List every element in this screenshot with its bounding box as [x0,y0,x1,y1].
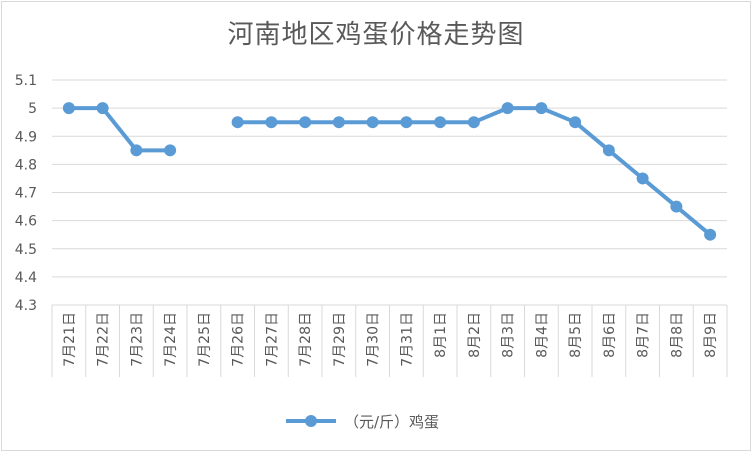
x-tick-label: 8月1日 [433,312,449,358]
data-point [704,228,717,241]
x-tick-label: 7月30日 [366,312,382,367]
data-point [501,102,514,115]
x-tick-label: 8月9日 [703,312,719,358]
y-tick-label: 4.6 [15,214,37,230]
x-tick-label: 7月28日 [298,312,314,367]
y-tick-label: 4.5 [15,242,37,258]
x-tick-label: 7月24日 [163,312,179,367]
x-tick-label: 8月7日 [636,312,652,358]
x-tick-label: 7月29日 [332,312,348,367]
data-point [434,116,447,129]
y-tick-label: 4.9 [15,129,37,145]
data-point [130,144,143,157]
x-tick-label: 7月22日 [96,312,112,367]
data-point [535,102,548,115]
x-tick-label: 7月23日 [129,312,145,367]
data-point [569,116,582,129]
data-point [636,172,649,185]
data-point [332,116,345,129]
y-tick-label: 4.3 [15,298,37,314]
x-tick-label: 8月2日 [467,312,483,358]
data-point [366,116,379,129]
chart-title: 河南地区鸡蛋价格走势图 [227,20,525,50]
x-tick-label: 7月21日 [62,312,78,367]
y-tick-label: 4.7 [15,186,37,202]
y-tick-label: 5.1 [15,73,37,89]
data-point [62,102,75,115]
y-tick-label: 5 [28,101,37,117]
data-point [400,116,413,129]
legend-label: （元/斤）鸡蛋 [344,412,440,431]
x-tick-label: 8月4日 [534,312,550,358]
data-point [96,102,109,115]
x-tick-label: 8月8日 [669,312,685,358]
data-point [265,116,278,129]
x-tick-label: 8月6日 [602,312,618,358]
data-point [164,144,177,157]
x-tick-label: 8月5日 [568,312,584,358]
data-point [467,116,480,129]
data-point [231,116,244,129]
y-tick-label: 4.4 [15,270,37,286]
x-tick-label: 7月25日 [197,312,213,367]
x-tick-label: 7月31日 [399,312,415,367]
legend: （元/斤）鸡蛋 [286,407,439,435]
legend-swatch [286,415,336,427]
x-tick-label: 8月3日 [501,312,517,358]
y-tick-label: 4.8 [15,157,37,173]
data-point [670,200,683,213]
series-line [66,106,173,153]
x-tick-label: 7月26日 [231,312,247,367]
data-point [602,144,615,157]
x-tick-label: 7月27日 [264,312,280,367]
data-point [299,116,312,129]
